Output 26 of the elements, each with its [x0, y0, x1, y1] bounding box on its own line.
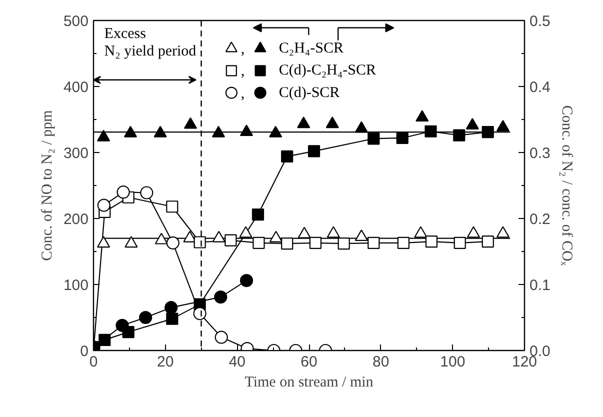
legend-label: C(d)-SCR [278, 84, 340, 101]
x-tick-label: 100 [440, 354, 466, 370]
y-tick-label: 200 [63, 211, 89, 228]
y-tick-label: 500 [63, 13, 89, 30]
y-tick-label: 400 [63, 79, 89, 96]
annotation: , [240, 64, 245, 80]
x-tick-label: 40 [228, 354, 246, 370]
y2-axis-title: Conc. of N₂ / conc. of COₓ [558, 105, 574, 266]
y2-tick-label: 0.3 [530, 145, 550, 162]
annotation: Excess N₂ yield period [104, 26, 197, 60]
y-tick-label: 100 [63, 277, 89, 294]
x-tick-label: 80 [372, 354, 390, 370]
y-tick-label: 0 [80, 343, 88, 360]
y2-tick-label: 0.4 [530, 79, 550, 96]
y-axis-title: Conc. of NO to N₂ / ppm [39, 110, 56, 261]
x-tick-label: 60 [300, 354, 318, 370]
x-tick-label: 20 [156, 354, 174, 370]
x-axis-title: Time on stream / min [244, 374, 374, 390]
annotation: , [240, 86, 245, 102]
legend-label: C(d)-C₂H₄-SCR [278, 62, 376, 79]
y2-tick-label: 0.1 [530, 277, 550, 294]
annotation: , [240, 42, 245, 58]
legend-label: C₂H₄-SCR [278, 40, 344, 57]
y2-tick-label: 0.5 [530, 13, 550, 30]
y2-tick-label: 0.2 [530, 211, 550, 228]
y-tick-label: 300 [63, 145, 89, 162]
